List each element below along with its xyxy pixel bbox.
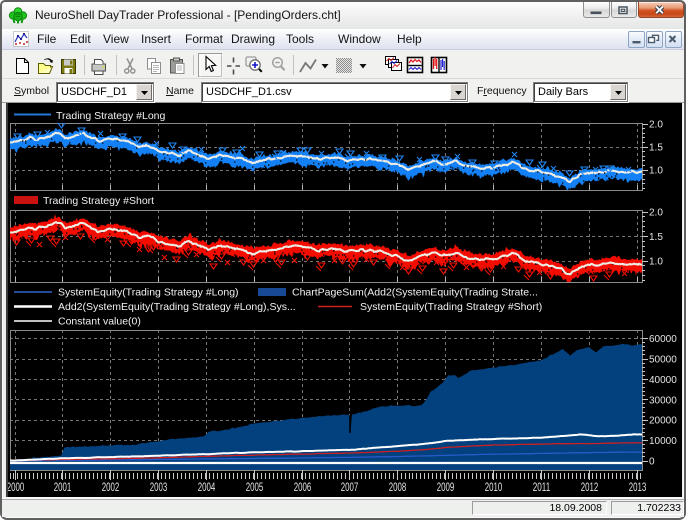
svg-text:SystemEquity(Trading Strategy: SystemEquity(Trading Strategy #Short)	[360, 301, 542, 313]
svg-text:2004: 2004	[198, 482, 216, 494]
svg-text:10000: 10000	[649, 436, 677, 447]
svg-text:2000: 2000	[8, 482, 24, 494]
svg-text:2010: 2010	[485, 482, 503, 494]
svg-text:1.0: 1.0	[649, 166, 663, 177]
svg-text:1.5: 1.5	[649, 143, 663, 154]
svg-text:Constant value(0): Constant value(0)	[58, 316, 141, 328]
svg-text:2013: 2013	[629, 482, 647, 494]
svg-text:2002: 2002	[102, 482, 120, 494]
svg-text:2.0: 2.0	[649, 120, 663, 131]
svg-text:1.0: 1.0	[649, 257, 663, 268]
svg-text:60000: 60000	[649, 334, 677, 345]
svg-text:Trading Strategy #Short: Trading Strategy #Short	[43, 195, 154, 207]
svg-text:0: 0	[649, 457, 655, 468]
svg-text:30000: 30000	[649, 395, 677, 406]
svg-text:SystemEquity(Trading Strategy: SystemEquity(Trading Strategy #Long)	[58, 287, 239, 299]
svg-text:2003: 2003	[150, 482, 168, 494]
svg-text:2011: 2011	[533, 482, 551, 494]
svg-text:40000: 40000	[649, 375, 677, 386]
svg-text:20000: 20000	[649, 416, 677, 427]
svg-text:2009: 2009	[437, 482, 455, 494]
svg-text:Add2(SystemEquity(Trading Stra: Add2(SystemEquity(Trading Strategy #Long…	[58, 301, 296, 313]
svg-text:2007: 2007	[341, 482, 359, 494]
svg-text:ChartPageSum(Add2(SystemEquity: ChartPageSum(Add2(SystemEquity(Trading S…	[292, 287, 538, 299]
svg-text:2006: 2006	[294, 482, 312, 494]
svg-text:2001: 2001	[54, 482, 72, 494]
svg-text:2.0: 2.0	[649, 208, 663, 219]
svg-text:2005: 2005	[246, 482, 264, 494]
svg-text:1.5: 1.5	[649, 232, 663, 243]
svg-text:2012: 2012	[581, 482, 599, 494]
svg-text:Trading Strategy #Long: Trading Strategy #Long	[56, 110, 166, 122]
svg-text:50000: 50000	[649, 355, 677, 366]
svg-text:2008: 2008	[389, 482, 407, 494]
